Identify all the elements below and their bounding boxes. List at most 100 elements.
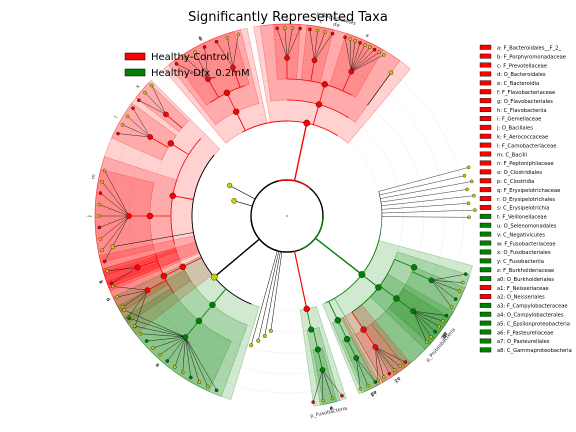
sector-label-k: k: [135, 84, 141, 90]
leaf-branch: [107, 267, 138, 272]
tree-node: [225, 35, 230, 40]
tree-node: [193, 50, 197, 54]
tree-node: [174, 62, 179, 66]
leaf-branch: [151, 85, 167, 115]
key-swatch: [479, 44, 492, 50]
tree-node: [143, 90, 147, 95]
sector-label-a4: a4: [369, 389, 377, 397]
legend-swatch-dfx: [124, 68, 146, 77]
legend-label-dfx: Healthy-Dfx_0.2mM: [151, 68, 250, 79]
tree-branch: [306, 308, 312, 330]
leaf-branch: [431, 280, 463, 283]
tree-branch: [363, 329, 376, 348]
sector-label-a0: a0: [440, 330, 449, 339]
key-swatch: [479, 53, 492, 59]
tree-branch: [235, 111, 246, 131]
tree-node: [466, 165, 471, 170]
tree-branch: [381, 216, 469, 218]
sector-label-l: l: [113, 115, 119, 119]
tree-node: [268, 328, 273, 333]
tree-node: [110, 244, 115, 249]
tree-node: [197, 380, 201, 385]
tree-node: [473, 208, 477, 212]
tree-branch: [170, 143, 189, 155]
leaf-branch: [375, 346, 379, 381]
tree-branch: [380, 189, 468, 203]
tree-node: [298, 26, 302, 31]
tree-node: [169, 192, 176, 200]
leaf-branch: [101, 181, 130, 217]
tree-node: [223, 89, 231, 97]
tree-node: [232, 108, 240, 115]
key-label: a8: C_Gammaproteobacteria: [497, 348, 572, 354]
leaf-branch: [351, 47, 370, 72]
clade-sector-a3: [342, 336, 378, 392]
leaf-branch: [134, 290, 148, 327]
tree-branch: [312, 328, 319, 350]
tree-node: [105, 269, 109, 273]
leaf-branch: [356, 357, 361, 390]
sector-label-z: z: [441, 332, 448, 338]
key-label: p: C_Clostridia: [497, 179, 534, 185]
tree-node: [120, 123, 125, 127]
sector-label-m: m: [91, 174, 98, 180]
leaf-branch: [413, 310, 432, 337]
tree-branch: [149, 136, 169, 148]
leaf-branch: [129, 317, 186, 338]
sector-label-v: v: [155, 361, 161, 367]
tree-node: [470, 179, 474, 184]
tree-node: [358, 387, 363, 391]
key-swatch: [479, 71, 492, 77]
leaf-branch: [174, 336, 186, 367]
tree-node: [275, 26, 279, 31]
tree-node: [109, 281, 114, 286]
tree-node: [441, 319, 445, 323]
leaf-branch: [349, 38, 352, 72]
key-swatch: [479, 160, 492, 166]
tree-node: [230, 64, 236, 71]
clade-sector-k: [135, 82, 189, 133]
tree-node: [102, 259, 107, 264]
tree-node: [321, 398, 325, 403]
tree-node: [231, 198, 237, 204]
tree-branch: [411, 271, 432, 281]
tree-node: [429, 335, 433, 339]
key-label: z: F_Burkholderiaceae: [497, 268, 554, 274]
key-swatch: [479, 196, 492, 202]
key-label: u: O_Selenomonadales: [497, 224, 557, 230]
key-swatch: [479, 151, 492, 157]
clade-sector-g: [168, 29, 260, 126]
leaf-branch: [413, 310, 443, 322]
leaf-branch: [185, 336, 200, 383]
leaf-branch: [99, 215, 130, 228]
leaf-branch: [124, 309, 186, 338]
sector-label-t: t: [155, 362, 160, 368]
leaf-branch: [322, 369, 343, 396]
leaf-branch: [122, 290, 148, 308]
tree-branch: [257, 251, 280, 341]
tree-node: [125, 114, 130, 119]
tree-node: [377, 50, 381, 54]
tree-branch: [182, 257, 202, 268]
tree-branch: [396, 298, 414, 312]
key-label: a1: F_Neisseriaceae: [497, 286, 549, 292]
leaf-branch: [159, 336, 186, 355]
tree-node: [183, 55, 188, 60]
leaf-branch: [122, 124, 151, 138]
tree-node: [146, 212, 154, 220]
sector-label-i: i: [87, 215, 93, 216]
leaf-branch: [101, 215, 130, 251]
chart-title: Significantly Represented Taxa: [188, 10, 388, 25]
tree-branch: [212, 288, 227, 306]
leaf-branch: [375, 346, 385, 378]
tree-node: [134, 264, 141, 271]
key-swatch: [479, 294, 492, 299]
key-swatch: [479, 89, 492, 95]
tree-node: [375, 284, 382, 291]
key-label: a0: O_Burkholderiales: [497, 277, 554, 283]
tree-node: [472, 193, 476, 198]
tree-branch: [318, 84, 326, 105]
clade-sector-x: [306, 327, 341, 406]
tree-node: [182, 334, 189, 340]
leaf-branch: [276, 28, 288, 59]
